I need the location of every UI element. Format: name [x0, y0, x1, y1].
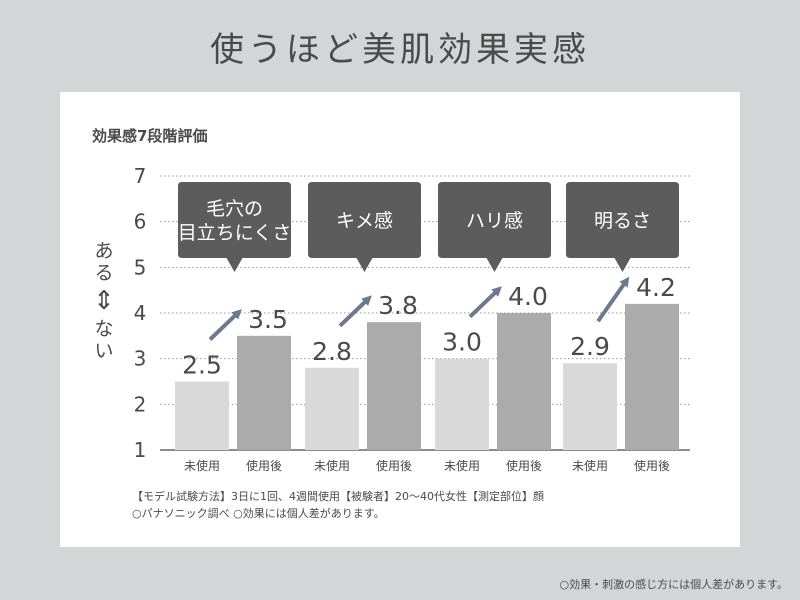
y-tick-label: 5 [134, 255, 147, 279]
y-axis-label-bottom: ない [94, 318, 114, 362]
data-label-after: 4.2 [636, 273, 676, 302]
data-label-before: 2.8 [312, 337, 352, 366]
x-tick-label-after: 使用後 [376, 458, 412, 473]
y-tick-label: 2 [134, 392, 147, 416]
y-axis-label: ある ⇕ ない [92, 240, 116, 362]
y-tick-label: 1 [134, 438, 147, 462]
bar-after [237, 335, 291, 450]
x-tick-label-after: 使用後 [246, 458, 282, 473]
category-callout [178, 182, 291, 272]
increase-arrow-icon [596, 276, 630, 323]
x-tick-label-after: 使用後 [506, 458, 542, 473]
chart-subtitle: 効果感7段階評価 [92, 127, 208, 145]
footer-note: ○効果・刺激の感じ方には個人差があります。 [559, 578, 789, 591]
category-callout [438, 182, 551, 272]
increase-arrow-icon [338, 295, 372, 328]
y-tick-label: 3 [134, 347, 147, 371]
bar-after [625, 303, 679, 450]
bar-before [175, 381, 229, 450]
category-callout [566, 182, 679, 272]
y-tick-label: 7 [134, 164, 147, 188]
x-tick-label-after: 使用後 [634, 458, 670, 473]
data-label-after: 4.0 [508, 282, 548, 311]
bar-after [367, 322, 421, 450]
bar-before [305, 367, 359, 450]
x-tick-label-before: 未使用 [444, 458, 480, 473]
bar-before [435, 358, 489, 450]
bar-before [563, 363, 617, 450]
bar-after [497, 313, 551, 450]
category-label: 毛穴の [206, 198, 263, 220]
data-label-before: 2.5 [182, 351, 222, 380]
y-axis-label-top: ある [94, 240, 114, 284]
method-note: 【モデル試験方法】3日に1回、4週間使用【被験者】20～40代女性【測定部位】顔 [132, 490, 544, 503]
y-tick-label: 6 [134, 210, 147, 234]
source-note: ○パナソニック調べ ○効果には個人差があります。 [132, 507, 385, 520]
page-title: 使うほど美肌効果実感 [210, 30, 590, 70]
data-label-before: 3.0 [442, 328, 482, 357]
category-label: ハリ感 [466, 210, 523, 232]
category-label: キメ感 [336, 210, 393, 232]
x-tick-label-before: 未使用 [314, 458, 350, 473]
data-label-after: 3.8 [378, 291, 418, 320]
data-label-before: 2.9 [570, 332, 610, 361]
x-tick-label-before: 未使用 [184, 458, 220, 473]
category-label: 目立ちにくさ [178, 222, 292, 244]
category-callout [308, 182, 421, 272]
y-axis-arrow-icon: ⇕ [93, 286, 115, 316]
y-tick-label: 4 [134, 301, 147, 325]
x-tick-label-before: 未使用 [572, 458, 608, 473]
increase-arrow-icon [208, 309, 242, 341]
increase-arrow-icon [468, 286, 502, 319]
data-label-after: 3.5 [248, 305, 288, 334]
category-label: 明るさ [594, 210, 651, 232]
